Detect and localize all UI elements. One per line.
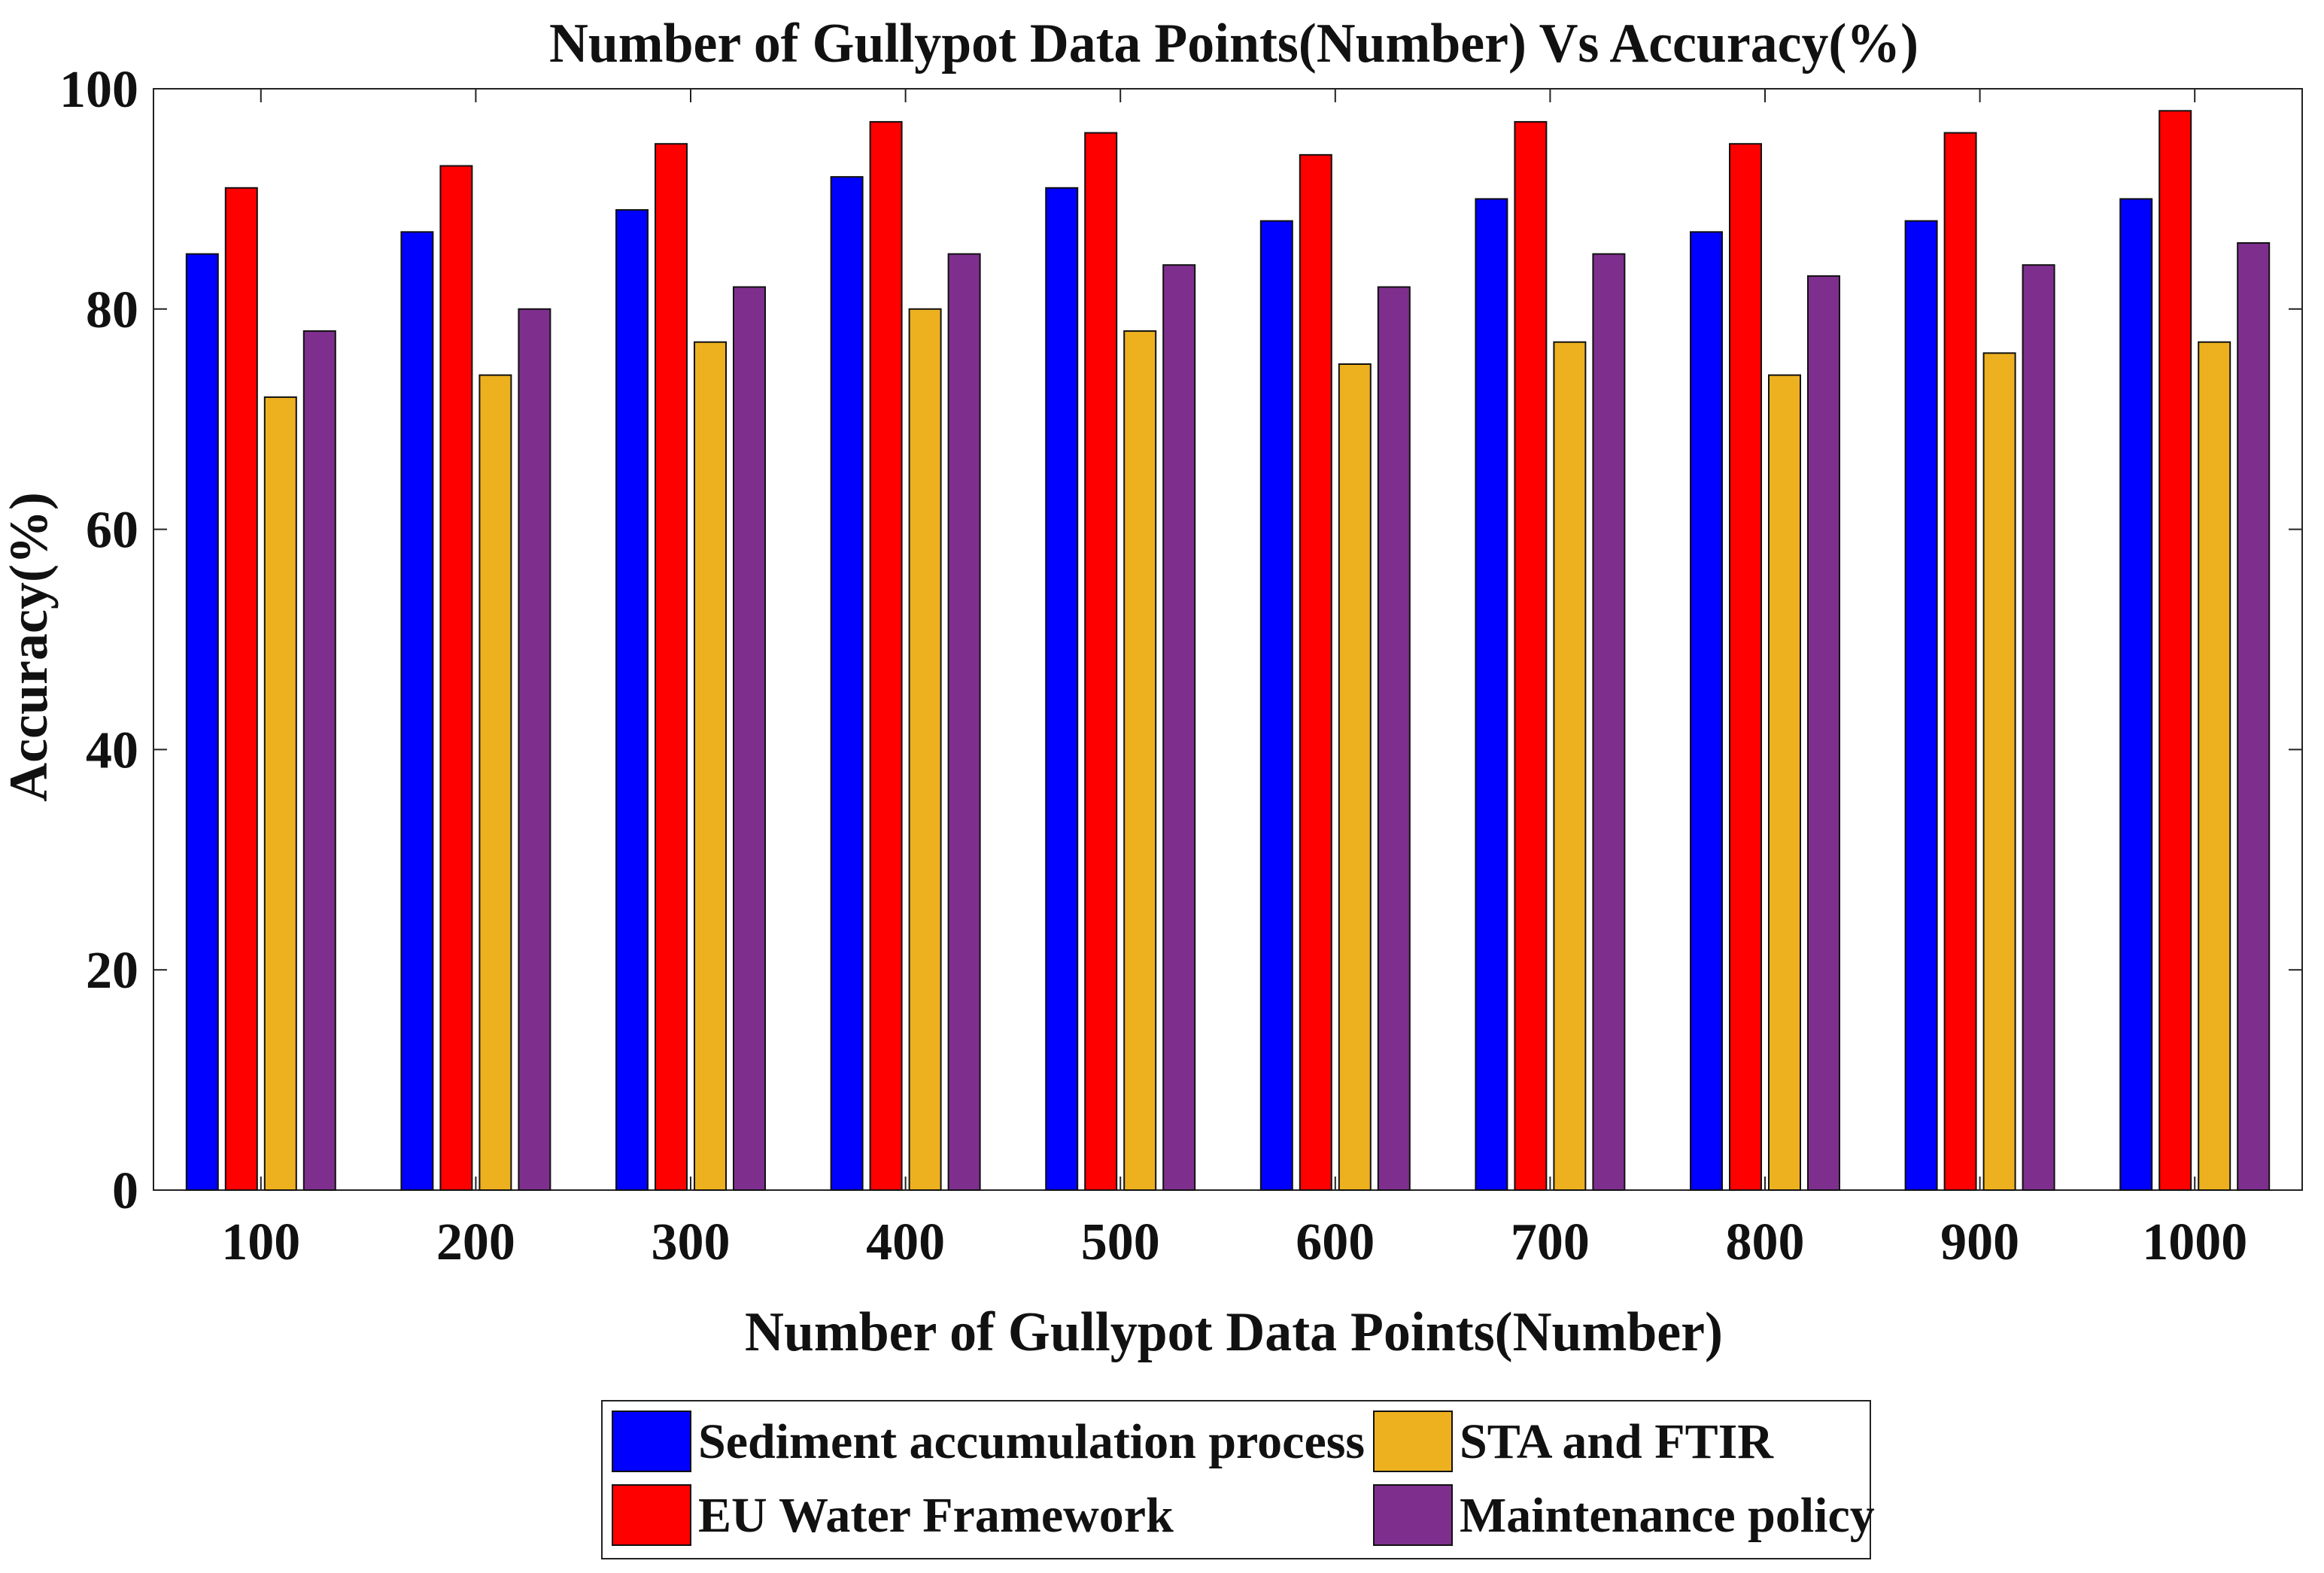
bar-sediment-accumulation-process-700 — [1475, 198, 1508, 1191]
bar-eu-water-framework-700 — [1514, 120, 1548, 1191]
bar-sediment-accumulation-process-200 — [400, 231, 434, 1192]
x-tick-label: 800 — [1726, 1213, 1805, 1271]
bar-eu-water-framework-100 — [224, 187, 258, 1191]
legend: Sediment accumulation process EU Water Fr… — [601, 1400, 1875, 1559]
bar-eu-water-framework-400 — [869, 120, 903, 1191]
chart-title: Number of Gullypot Data Points(Number) V… — [549, 13, 1918, 74]
y-tick-label: 40 — [86, 721, 138, 779]
bar-sta-and-ftir-600 — [1338, 363, 1372, 1191]
x-tick-label: 500 — [1081, 1213, 1160, 1271]
bar-eu-water-framework-1000 — [2158, 110, 2192, 1191]
bar-eu-water-framework-200 — [439, 165, 473, 1192]
x-tick-label: 700 — [1511, 1213, 1590, 1271]
bar-sta-and-ftir-800 — [1768, 374, 1801, 1191]
plot-frame — [153, 88, 2303, 1191]
bar-eu-water-framework-600 — [1299, 153, 1332, 1192]
bar-maintenance-policy-600 — [1377, 286, 1411, 1191]
x-tick-label: 900 — [1940, 1213, 2019, 1271]
bar-sta-and-ftir-900 — [1982, 352, 2016, 1191]
bar-eu-water-framework-800 — [1729, 143, 1762, 1192]
bar-sediment-accumulation-process-300 — [615, 209, 649, 1191]
bar-eu-water-framework-900 — [1943, 132, 1977, 1191]
bar-sta-and-ftir-400 — [908, 308, 942, 1191]
x-tick-label: 600 — [1296, 1213, 1375, 1271]
bar-eu-water-framework-500 — [1084, 132, 1118, 1191]
bar-sediment-accumulation-process-800 — [1690, 231, 1723, 1192]
y-tick-label: 0 — [112, 1162, 138, 1220]
bar-sediment-accumulation-process-100 — [185, 253, 219, 1192]
legend-swatch — [612, 1484, 691, 1546]
bar-sediment-accumulation-process-900 — [1904, 220, 1938, 1191]
x-tick-label: 200 — [436, 1213, 515, 1271]
bar-sediment-accumulation-process-600 — [1259, 220, 1293, 1191]
legend-entry-label: Maintenance policy — [1460, 1488, 1875, 1543]
bar-eu-water-framework-300 — [655, 143, 688, 1192]
bar-maintenance-policy-700 — [1592, 253, 1626, 1192]
y-tick-label: 60 — [86, 502, 138, 560]
legend-box — [601, 1400, 1871, 1559]
bar-sta-and-ftir-700 — [1553, 341, 1587, 1192]
y-axis-label: Accuracy(%) — [0, 492, 59, 802]
legend-swatch — [612, 1411, 691, 1472]
x-axis-label: Number of Gullypot Data Points(Number) — [745, 1301, 1723, 1363]
legend-swatch — [1373, 1411, 1453, 1472]
bar-sta-and-ftir-300 — [694, 341, 727, 1192]
bar-sta-and-ftir-200 — [478, 374, 512, 1191]
bar-maintenance-policy-500 — [1162, 264, 1196, 1191]
bar-maintenance-policy-800 — [1807, 275, 1840, 1191]
bar-sediment-accumulation-process-500 — [1045, 187, 1079, 1191]
bar-maintenance-policy-900 — [2022, 264, 2055, 1191]
bar-maintenance-policy-300 — [733, 286, 766, 1191]
x-tick-label: 300 — [652, 1213, 731, 1271]
legend-entry-label: EU Water Framework — [698, 1488, 1174, 1543]
y-tick-label: 20 — [86, 942, 138, 1000]
legend-swatch — [1373, 1484, 1453, 1546]
x-tick-label: 100 — [221, 1213, 300, 1271]
y-tick-label: 80 — [86, 281, 138, 339]
y-tick-label: 100 — [59, 61, 138, 119]
bar-sta-and-ftir-1000 — [2198, 341, 2231, 1192]
bar-sediment-accumulation-process-1000 — [2119, 198, 2153, 1191]
bar-maintenance-policy-100 — [302, 330, 336, 1192]
x-tick-label: 400 — [866, 1213, 945, 1271]
plot-area: 0 20 40 60 80 100 100 200 300 400 500 600 700 800 900 1… — [59, 61, 2303, 1271]
legend-entry-label: STA and FTIR — [1460, 1414, 1774, 1469]
bar-sta-and-ftir-500 — [1123, 330, 1157, 1192]
bar-sediment-accumulation-process-400 — [830, 176, 864, 1191]
bar-maintenance-policy-200 — [518, 308, 551, 1191]
x-tick-label: 1000 — [2142, 1213, 2247, 1271]
bar-maintenance-policy-1000 — [2237, 241, 2271, 1192]
bar-maintenance-policy-400 — [947, 253, 981, 1192]
legend-entry-label: Sediment accumulation process — [698, 1414, 1365, 1469]
bar-sta-and-ftir-100 — [263, 396, 297, 1191]
